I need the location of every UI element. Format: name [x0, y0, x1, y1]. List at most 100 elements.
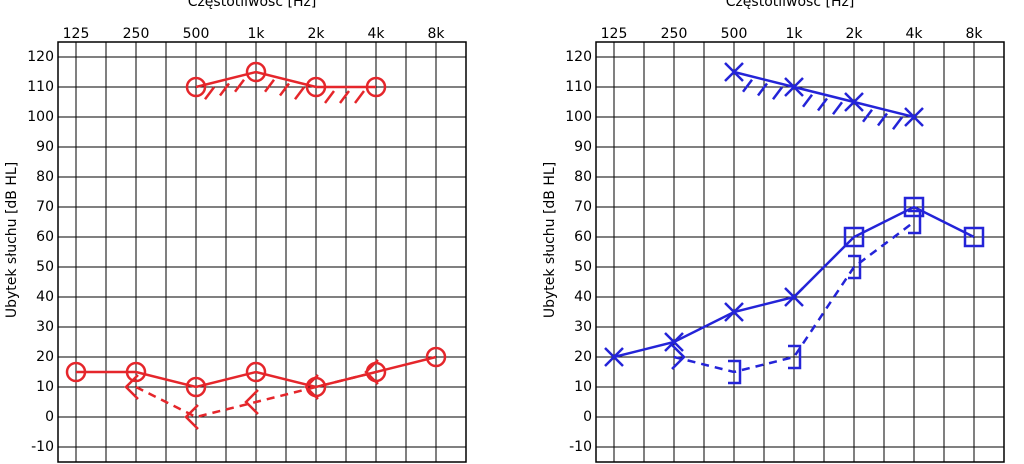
plot-frame — [57, 41, 467, 463]
marker — [185, 376, 207, 398]
circle-marker — [365, 76, 387, 98]
circle-marker — [125, 361, 147, 383]
y-tick-label: 70 — [36, 199, 54, 215]
series-line — [673, 221, 915, 374]
circle-marker — [305, 76, 327, 98]
hatch — [802, 94, 813, 108]
marker — [245, 61, 267, 83]
marker — [784, 77, 804, 97]
y-tick-label: 30 — [574, 319, 592, 335]
x-marker — [664, 332, 684, 352]
x-tick-label: 8k — [965, 26, 983, 42]
circle-marker — [65, 361, 87, 383]
y-tick-label: 0 — [583, 409, 592, 425]
y-tick-label: 90 — [36, 139, 54, 155]
x-marker — [844, 92, 864, 112]
hatch — [264, 79, 275, 93]
x-marker — [604, 347, 624, 367]
marker — [365, 76, 387, 98]
y-tick-label: 70 — [574, 199, 592, 215]
marker — [125, 361, 147, 383]
x-tick-label: 4k — [367, 26, 385, 42]
y-tick-label: 20 — [36, 349, 54, 365]
circle-marker — [245, 61, 267, 83]
y-tick-label: 80 — [574, 169, 592, 185]
hatch — [324, 90, 335, 104]
bracket-marker — [788, 344, 802, 370]
y-tick-label: 0 — [45, 409, 54, 425]
marker — [788, 344, 802, 370]
hatch — [234, 79, 245, 93]
marker — [843, 226, 865, 248]
x-marker — [784, 77, 804, 97]
y-tick-label: 120 — [27, 49, 54, 65]
marker — [671, 344, 686, 370]
y-tick-label: 110 — [27, 79, 54, 95]
bracket-marker — [908, 209, 922, 235]
plot-frame — [595, 41, 1005, 463]
y-tick-label: 10 — [36, 379, 54, 395]
marker — [364, 359, 379, 385]
y-tick-label: -10 — [569, 439, 592, 455]
y-tick-label: 60 — [36, 229, 54, 245]
y-tick-label: 10 — [574, 379, 592, 395]
marker — [664, 332, 684, 352]
marker — [185, 76, 207, 98]
circle-marker — [185, 376, 207, 398]
marker — [848, 254, 862, 280]
gt-marker — [671, 344, 686, 370]
x-marker — [724, 62, 744, 82]
y-axis-label: Ubytek słuchu [dB HL] — [542, 162, 558, 318]
marker — [784, 287, 804, 307]
circle-marker — [185, 76, 207, 98]
hatch — [279, 82, 290, 97]
y-tick-label: 20 — [574, 349, 592, 365]
y-tick-label: 110 — [565, 79, 592, 95]
x-marker — [724, 302, 744, 322]
y-axis-label: Ubytek słuchu [dB HL] — [4, 162, 20, 318]
lt-marker — [304, 374, 319, 400]
marker — [908, 209, 922, 235]
hatch — [817, 97, 828, 112]
y-tick-label: 60 — [574, 229, 592, 245]
y-tick-label: 120 — [565, 49, 592, 65]
marker — [65, 361, 87, 383]
hatch — [339, 90, 350, 104]
series-line — [135, 370, 377, 419]
chart-title: Częstotliwość [Hz] — [726, 0, 855, 10]
marker — [184, 404, 199, 430]
y-tick-label: 80 — [36, 169, 54, 185]
marker — [425, 346, 447, 368]
marker — [903, 196, 925, 218]
circle-marker — [245, 361, 267, 383]
lt-marker — [184, 404, 199, 430]
x-tick-label: 2k — [845, 26, 863, 42]
marker — [844, 92, 864, 112]
series-line — [733, 70, 915, 119]
marker — [724, 62, 744, 82]
y-tick-label: 50 — [574, 259, 592, 275]
y-tick-label: 40 — [574, 289, 592, 305]
marker — [904, 107, 924, 127]
lt-marker — [244, 389, 259, 415]
x-tick-label: 8k — [427, 26, 445, 42]
lt-marker — [364, 359, 379, 385]
hatch — [832, 101, 843, 115]
hatch — [294, 86, 305, 100]
chart-title: Częstotliwość [Hz] — [188, 0, 317, 10]
x-tick-label: 500 — [183, 26, 210, 42]
lt-marker — [124, 374, 139, 400]
hatch — [742, 79, 753, 93]
x-tick-label: 1k — [247, 26, 265, 42]
marker — [245, 361, 267, 383]
marker — [304, 374, 319, 400]
hatch — [204, 86, 215, 100]
x-tick-label: 4k — [905, 26, 923, 42]
hatch — [219, 82, 230, 97]
marker — [728, 359, 742, 385]
marker — [244, 389, 259, 415]
hatch — [877, 112, 888, 127]
bracket-marker — [728, 359, 742, 385]
x-tick-label: 500 — [721, 26, 748, 42]
marker — [724, 302, 744, 322]
